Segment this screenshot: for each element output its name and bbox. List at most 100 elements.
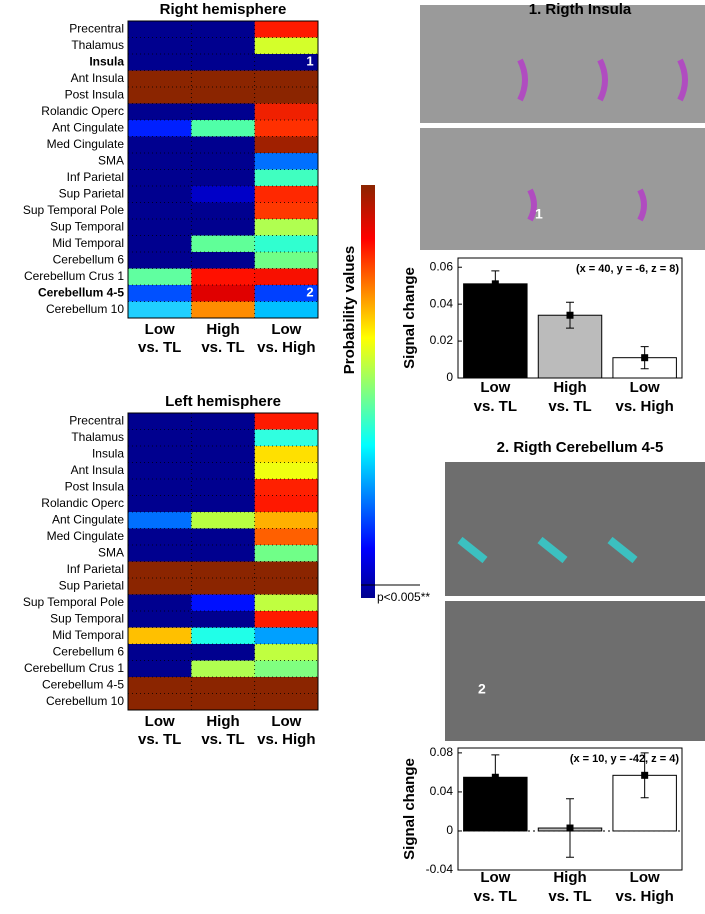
- heatmap-cell: [191, 120, 256, 137]
- heatmap-cell: [191, 301, 256, 319]
- x-tick-label: vs. TL: [474, 888, 517, 905]
- brain-slice: [420, 5, 705, 123]
- brain-slice: [420, 128, 705, 250]
- heatmap-cell: [191, 578, 256, 595]
- column-label: vs. TL: [201, 339, 244, 356]
- cell-marker: 1: [306, 54, 313, 69]
- brain-slice: [445, 601, 705, 741]
- heatmap-cell: [254, 186, 319, 203]
- row-label: Insula: [89, 54, 124, 68]
- image-label: 2: [478, 681, 486, 697]
- heatmap-cell: [128, 103, 192, 121]
- chart-title: 2. Rigth Cerebellum 4-5: [497, 439, 664, 456]
- heatmap-cell: [128, 54, 192, 71]
- heatmap-cell: [128, 120, 192, 137]
- column-label: vs. TL: [201, 731, 244, 748]
- heatmap-cell: [191, 21, 256, 38]
- row-label: Med Cingulate: [47, 529, 125, 543]
- heatmap-cell: [254, 479, 319, 496]
- colorbar-note: p<0.005**: [377, 590, 430, 604]
- heatmap-cell: [191, 495, 256, 513]
- heatmap-cell: [128, 495, 192, 513]
- y-axis-label: Signal change: [401, 267, 418, 369]
- heatmap-cell: [254, 413, 319, 430]
- heatmap-cell: [191, 268, 256, 286]
- row-label: Med Cingulate: [47, 137, 125, 151]
- heatmap-cell: [128, 153, 192, 170]
- heatmap-cell: [191, 186, 256, 203]
- heatmap-cell: [254, 120, 319, 137]
- plot-frame: [457, 257, 683, 379]
- x-tick-label: High: [553, 869, 586, 886]
- heatmap-cell: [254, 446, 319, 463]
- heatmap-cell: [128, 301, 192, 319]
- brain-images: 1 2: [420, 5, 705, 741]
- heatmap-cell: [128, 202, 192, 220]
- row-label: Thalamus: [71, 430, 124, 444]
- x-tick-label: vs. High: [615, 398, 673, 415]
- heatmap-cell: [128, 87, 192, 104]
- column-label: Low: [145, 713, 175, 730]
- row-label: Sup Parietal: [59, 578, 124, 592]
- heatmap-cell: [254, 693, 319, 711]
- heatmap-cell: [254, 169, 319, 187]
- heatmap-cell: [128, 186, 192, 203]
- y-tick-label: 0.02: [430, 333, 454, 347]
- heatmap-title: Right hemisphere: [160, 1, 287, 18]
- mean-marker: [491, 280, 499, 288]
- heatmap-cell: [254, 301, 319, 319]
- heatmap-cell: [254, 219, 319, 236]
- bar: [463, 283, 528, 379]
- x-tick-label: vs. TL: [474, 398, 517, 415]
- heatmap-cell: [128, 219, 192, 236]
- row-label: Sup Temporal Pole: [23, 595, 125, 609]
- y-tick-label: -0.04: [426, 862, 454, 876]
- row-label: Sup Temporal: [50, 219, 124, 233]
- y-tick-label: 0: [446, 370, 453, 384]
- row-label: Rolandic Operc: [41, 496, 124, 510]
- column-label: High: [206, 321, 239, 338]
- heatmap-cell: [191, 219, 256, 236]
- row-label: Cerebellum Crus 1: [24, 269, 124, 283]
- y-tick-label: 0.08: [430, 745, 454, 759]
- column-label: Low: [271, 713, 301, 730]
- row-label: Ant Insula: [71, 463, 125, 477]
- heatmap-cell: [128, 446, 192, 463]
- y-axis-label: Signal change: [401, 758, 418, 860]
- heatmap-frame: [127, 412, 319, 711]
- heatmap-cell: [128, 235, 192, 253]
- heatmap-cell: [254, 462, 319, 480]
- heatmap-cell: [191, 252, 256, 269]
- heatmap-cell: [191, 677, 256, 694]
- heatmap-cell: [128, 268, 192, 286]
- heatmap-cell: [128, 545, 192, 562]
- colorbar-label: Probability values: [341, 246, 358, 374]
- row-label: Cerebellum 4-5: [38, 285, 124, 299]
- annotation: (x = 40, y = -6, z = 8): [576, 263, 679, 275]
- row-label: Ant Cingulate: [52, 120, 124, 134]
- heatmap-cell: [191, 512, 256, 529]
- column-label: Low: [271, 321, 301, 338]
- row-label: Mid Temporal: [52, 628, 124, 642]
- roi-overlay: [527, 188, 647, 222]
- heatmap-cell: [128, 136, 192, 154]
- heatmap-cell: [128, 627, 192, 645]
- mean-marker: [566, 311, 574, 319]
- heatmap-cell: [254, 103, 319, 121]
- heatmap-cell: [128, 644, 192, 661]
- x-tick-label: vs. TL: [548, 888, 591, 905]
- row-label: SMA: [98, 545, 124, 559]
- heatmap-cell: [254, 528, 319, 546]
- heatmap-cell: [191, 285, 256, 302]
- row-label: Post Insula: [65, 87, 125, 101]
- row-label: Inf Parietal: [67, 562, 124, 576]
- heatmap-cell: [191, 545, 256, 562]
- heatmap-cell: [191, 693, 256, 711]
- row-label: Thalamus: [71, 38, 124, 52]
- heatmap-cell: [128, 285, 192, 302]
- heatmap-cell: [128, 512, 192, 529]
- heatmap-cell: [254, 268, 319, 286]
- column-label: Low: [145, 321, 175, 338]
- heatmap-cell: [254, 54, 319, 71]
- heatmap-cell: [128, 677, 192, 694]
